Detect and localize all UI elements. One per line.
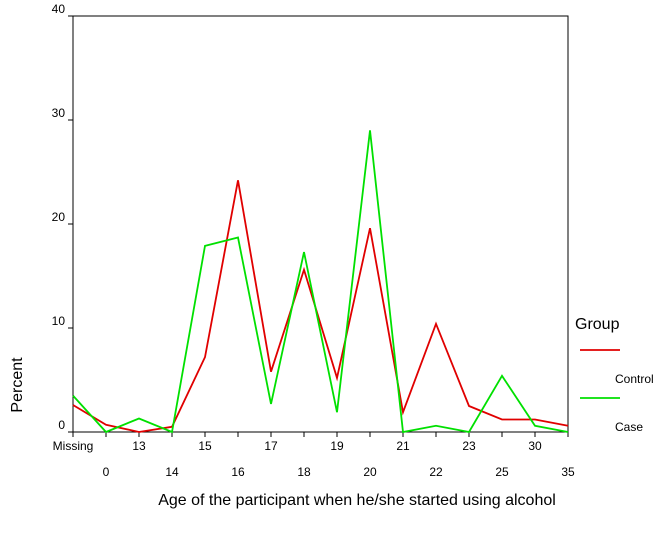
x-tick-label: 16 — [231, 465, 245, 479]
x-tick-label: 14 — [165, 465, 179, 479]
y-tick-label: 40 — [52, 2, 66, 16]
x-tick-label: 21 — [396, 439, 410, 453]
legend-label: Control — [615, 372, 654, 386]
plot-frame — [72, 15, 569, 433]
x-tick-label: 35 — [561, 465, 575, 479]
x-tick-label: 15 — [198, 439, 212, 453]
x-tick-label: 0 — [103, 465, 110, 479]
y-tick-label: 30 — [52, 106, 66, 120]
legend-label: Case — [615, 420, 643, 434]
x-tick-label: 17 — [264, 439, 278, 453]
x-tick-label: 30 — [528, 439, 542, 453]
x-tick-label: 23 — [462, 439, 476, 453]
x-tick-label: 25 — [495, 465, 509, 479]
series-line — [72, 130, 569, 434]
x-tick-label: 18 — [297, 465, 311, 479]
x-tick-label: 19 — [330, 439, 344, 453]
x-tick-label: 20 — [363, 465, 377, 479]
x-tick-label: 13 — [132, 439, 146, 453]
legend-title: Group — [575, 316, 620, 333]
y-tick-label: 0 — [58, 418, 65, 432]
y-tick-label: 10 — [52, 314, 66, 328]
series-line — [72, 180, 569, 433]
x-tick-label: 22 — [429, 465, 443, 479]
y-tick-label: 20 — [52, 210, 66, 224]
x-tick-label: Missing — [53, 439, 94, 453]
y-axis-label: Percent — [9, 357, 26, 413]
x-axis-label: Age of the participant when he/she start… — [158, 492, 556, 509]
